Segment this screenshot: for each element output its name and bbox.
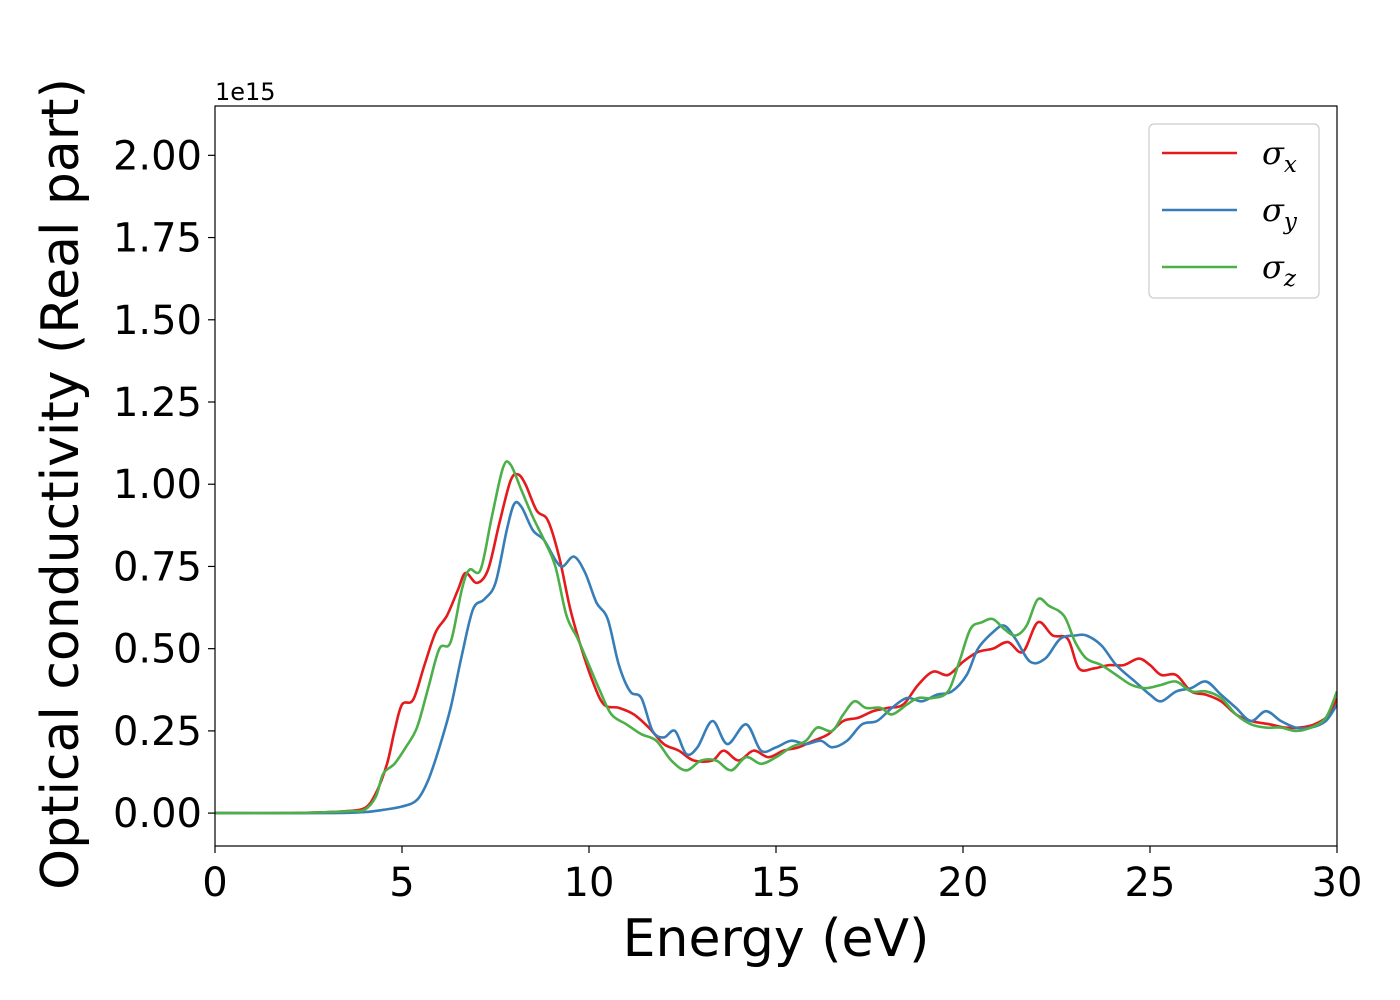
legend-label-sigma-y: σy <box>1262 191 1298 235</box>
x-tick-label: 5 <box>389 860 414 906</box>
y-axis-offset-label: 1e15 <box>215 78 276 106</box>
series-layer <box>215 460 1337 815</box>
x-axis-ticks: 0 5 10 15 20 25 30 <box>202 846 1362 906</box>
y-tick-label: 1.25 <box>113 380 202 426</box>
y-tick-label: 2.00 <box>113 133 202 179</box>
y-tick-label: 0.50 <box>113 627 202 673</box>
x-axis-title: Energy (eV) <box>623 909 930 969</box>
y-axis-ticks: 0.00 0.25 0.50 0.75 1.00 1.25 1.50 1.75 2.00 <box>113 133 215 837</box>
series-line-sigma-x <box>215 472 1337 815</box>
x-tick-label: 10 <box>564 860 615 906</box>
legend: σx σy σz <box>1148 123 1320 299</box>
series-line-sigma-y <box>215 500 1337 815</box>
y-tick-label: 1.50 <box>113 298 202 344</box>
series-line-sigma-z <box>215 460 1337 815</box>
y-tick-label: 0.75 <box>113 544 202 590</box>
y-tick-label: 0.25 <box>113 709 202 755</box>
y-tick-label: 1.75 <box>113 216 202 262</box>
y-tick-label: 0.00 <box>113 791 202 837</box>
legend-label-sigma-z: σz <box>1262 248 1297 292</box>
legend-label-sigma-x: σx <box>1262 134 1297 178</box>
x-tick-label: 15 <box>751 860 802 906</box>
x-tick-label: 0 <box>202 860 227 906</box>
y-tick-label: 1.00 <box>113 462 202 508</box>
x-tick-label: 25 <box>1125 860 1176 906</box>
y-axis-title: Optical conductivity (Real part) <box>31 78 91 890</box>
x-tick-label: 20 <box>938 860 989 906</box>
x-tick-label: 30 <box>1312 860 1363 906</box>
